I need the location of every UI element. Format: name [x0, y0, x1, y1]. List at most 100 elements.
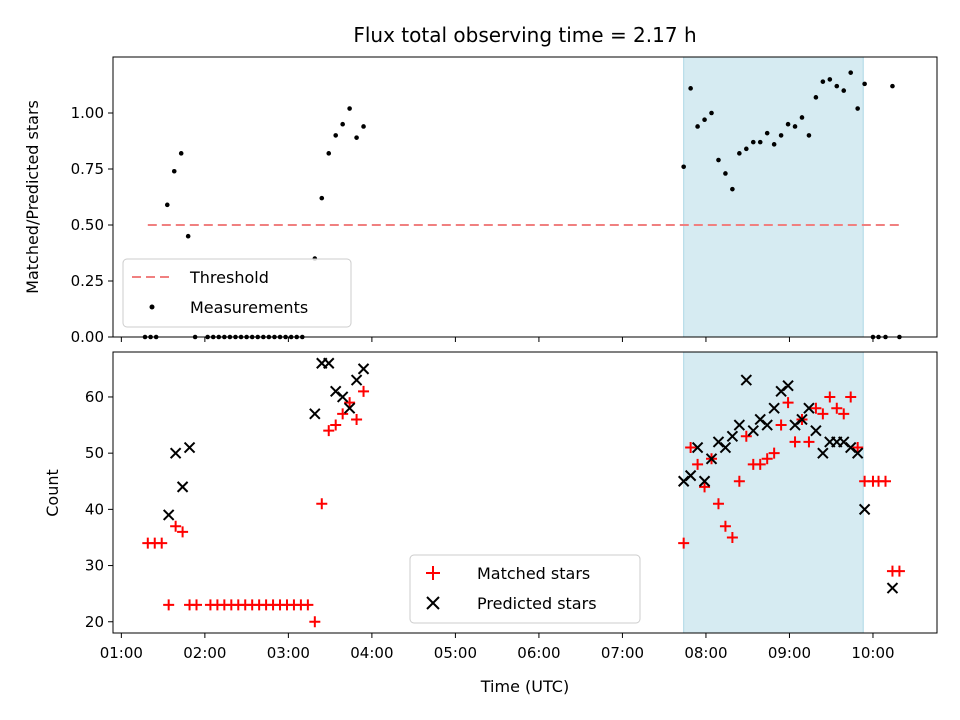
predicted-star-marker [726, 430, 739, 443]
measurement-point [771, 142, 777, 147]
measurement-point [757, 139, 763, 145]
matched-star-marker [316, 498, 328, 510]
predicted-star-marker [323, 357, 335, 369]
matched-star-marker [177, 526, 189, 538]
predicted-star-marker [858, 503, 871, 516]
predicted-star-marker [740, 374, 753, 386]
ratio-panel: 0.00 0.25 0.50 0.75 1.00 Matched/Predicted s… [23, 56, 938, 346]
measurement-point [681, 164, 686, 170]
matched-star-marker [893, 565, 905, 577]
y-tick-label: 0.00 [71, 328, 104, 346]
predicted-star-marker [176, 481, 189, 493]
matched-star-marker [845, 391, 857, 403]
matched-star-marker [852, 442, 864, 454]
x-tick-label: 09:00 [768, 644, 811, 662]
x-tick-label: 02:00 [183, 644, 226, 662]
predicted-star-marker [733, 419, 746, 431]
y-tick-label: 1.00 [71, 104, 104, 122]
measurement-point [730, 186, 735, 192]
measurement-point [855, 106, 860, 111]
predicted-star-marker [698, 475, 711, 487]
matched-star-marker [761, 453, 773, 465]
predicted-star-marker [169, 447, 182, 459]
ratio-y-ticks: 0.00 0.25 0.50 0.75 1.00 [71, 104, 113, 346]
predicted-star-marker [803, 402, 815, 414]
matched-star-marker [719, 520, 731, 532]
counts-y-axis-label: Count [43, 469, 62, 517]
matched-star-marker [733, 475, 745, 487]
measurement-point [778, 133, 784, 138]
matched-star-marker [330, 419, 342, 431]
counts-legend: Matched stars Predicted stars [409, 554, 641, 624]
measurement-point [862, 81, 867, 87]
matched-star-marker [810, 402, 822, 414]
predicted-stars-points [162, 357, 899, 594]
predicted-star-marker [684, 469, 697, 482]
matched-star-marker [699, 481, 711, 493]
measurement-point [702, 117, 707, 123]
legend-matched-swatch [426, 566, 440, 580]
predicted-star-marker [817, 447, 829, 459]
x-tick-label: 05:00 [434, 644, 477, 662]
y-tick-label: 40 [85, 500, 104, 518]
matched-star-marker [726, 531, 738, 543]
predicted-star-marker [796, 413, 808, 426]
predicted-star-marker [162, 509, 175, 521]
legend-threshold-label: Threshold [189, 268, 269, 287]
x-tick-label: 08:00 [684, 644, 727, 662]
matched-star-marker [163, 599, 175, 611]
x-tick-label: 04:00 [350, 644, 393, 662]
measurement-point [737, 151, 742, 156]
predicted-star-marker [810, 424, 822, 437]
matched-star-marker [170, 520, 182, 532]
y-tick-label: 0.50 [71, 216, 104, 234]
counts-panel: 20 30 40 50 60 01:00 02:00 03:00 04:00 05:00 06:0… [43, 351, 938, 696]
measurement-point [820, 79, 826, 84]
x-tick-label: 07:00 [601, 644, 644, 662]
matched-star-marker [831, 402, 843, 414]
x-tick-label: 03:00 [267, 644, 310, 662]
y-tick-label: 20 [85, 613, 104, 631]
measurement-point [723, 171, 728, 176]
matched-star-marker [880, 475, 891, 487]
predicted-star-marker [183, 441, 196, 454]
predicted-star-marker [357, 363, 370, 375]
matched-star-marker [337, 408, 349, 420]
matched-star-marker [712, 498, 724, 510]
counts-axes-frame [112, 351, 938, 634]
legend-predicted-label: Predicted stars [477, 594, 597, 613]
counts-x-ticks: 01:00 02:00 03:00 04:00 05:00 06:00 07:00 08:00… [100, 633, 895, 662]
measurement-point [347, 106, 352, 111]
chart-title: Flux total observing time = 2.17 h [353, 23, 696, 47]
measurement-point [744, 146, 749, 152]
legend-matched-label: Matched stars [477, 564, 590, 583]
matched-stars-points [142, 385, 905, 628]
measurement-point [834, 83, 840, 89]
matched-star-marker [678, 537, 690, 549]
highlight-span-top [683, 56, 864, 338]
matched-star-marker [824, 391, 836, 403]
measurement-point [695, 124, 700, 129]
predicted-star-marker [747, 424, 759, 437]
matched-star-marker [775, 419, 787, 431]
measurement-point [688, 86, 693, 91]
predicted-star-marker [768, 402, 780, 414]
legend-predicted-swatch [426, 596, 440, 610]
measurement-point [806, 133, 812, 138]
predicted-star-marker [691, 441, 704, 454]
matched-star-marker [344, 397, 356, 409]
measurement-points [142, 70, 902, 340]
ratio-legend: Threshold Measurements [122, 258, 352, 328]
measurement-point [333, 133, 339, 138]
measurement-point [171, 168, 177, 174]
predicted-star-marker [886, 582, 899, 594]
matched-star-marker [685, 442, 697, 454]
measurement-point [890, 83, 895, 89]
measurement-point [340, 121, 345, 127]
measurement-point [813, 95, 819, 100]
x-tick-label: 01:00 [100, 644, 143, 662]
measurement-point [716, 157, 721, 163]
ratio-x-ticks [120, 337, 874, 342]
predicted-star-marker [343, 402, 356, 414]
counts-y-ticks: 20 30 40 50 60 [85, 388, 113, 631]
